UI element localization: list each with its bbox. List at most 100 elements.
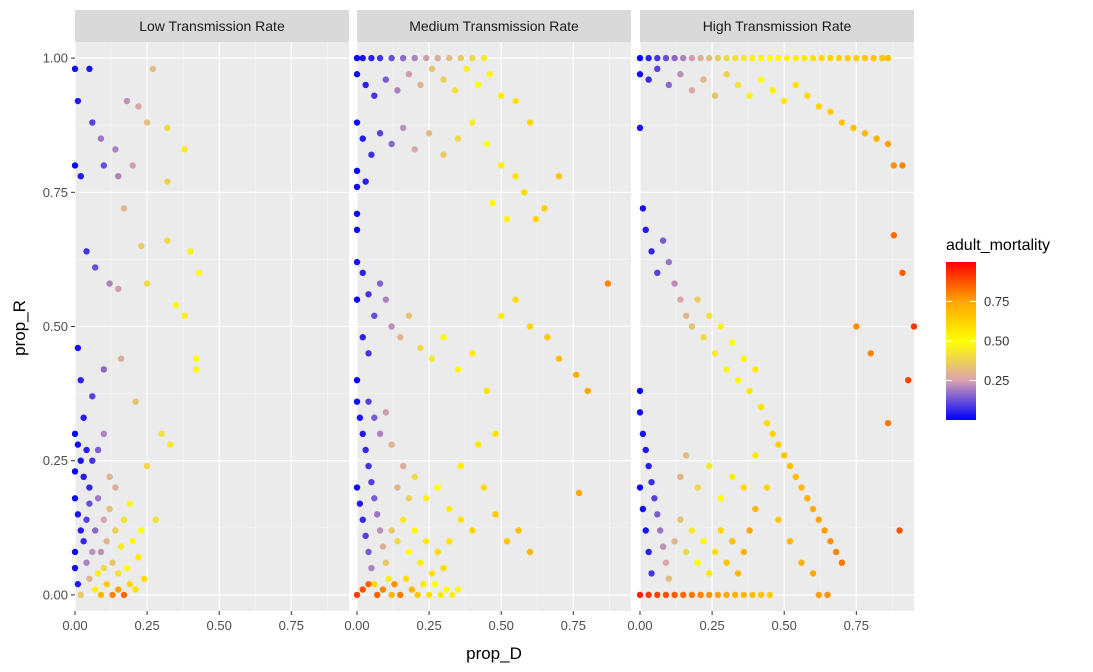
data-point [746,387,753,395]
data-point [899,269,906,277]
data-point [804,92,811,99]
data-point [353,167,361,175]
data-point [636,71,644,78]
data-point [749,54,756,62]
data-point [86,500,93,507]
data-point [503,538,511,545]
data-point [391,580,398,588]
data-point [838,119,846,126]
data-point [792,54,799,62]
data-point [498,92,505,99]
data-point [832,548,840,556]
data-point [399,462,407,470]
data-point [80,538,87,545]
data-point [636,591,644,599]
data-point [809,570,817,577]
data-point [651,495,658,502]
x-tick-label: 0.25 [134,618,159,633]
data-point [106,473,113,481]
data-point [723,591,730,599]
data-point [700,334,707,341]
data-point [91,264,99,271]
data-point [362,81,369,89]
data-point [382,296,390,303]
data-point [388,591,395,599]
data-point [443,586,450,593]
data-point [555,355,563,362]
data-point [677,71,684,78]
data-point [809,54,817,62]
data-point [740,355,748,362]
data-point [440,76,447,83]
data-point [362,446,369,454]
data-point [740,548,748,556]
data-point [792,81,799,89]
data-point [671,591,678,599]
x-tick-label: 0.50 [207,618,232,633]
data-point [804,495,811,502]
data-point [671,280,678,287]
data-point [714,54,722,62]
data-point [853,54,860,62]
data-point [86,575,93,582]
data-point [446,505,453,513]
data-point [786,538,794,545]
data-point [700,538,707,545]
y-tick-label: 0.25 [43,453,68,468]
data-point [769,87,776,94]
data-point [694,296,701,303]
data-point [80,414,87,421]
data-point [861,130,869,137]
data-point [694,484,701,491]
data-point [115,172,122,180]
data-point [371,414,378,421]
data-point [723,366,730,373]
data-point [700,76,707,83]
data-point [74,97,82,105]
data-point [749,591,756,599]
data-point [498,312,505,319]
data-point [379,543,387,550]
data-point [143,280,151,287]
data-point [368,54,375,62]
x-tick-label: 0.75 [279,618,304,633]
data-point [405,548,413,556]
data-point [740,484,748,491]
data-point [861,54,869,62]
data-point [382,76,390,83]
data-point [884,419,892,427]
data-point [94,446,102,454]
data-point [682,548,690,556]
data-point [775,441,782,448]
data-point [671,54,678,62]
legend-ticks: 0.25 0.50 0.75 [946,294,1009,388]
data-point [362,178,369,185]
data-point [423,538,430,545]
data-point [492,430,499,438]
data-point [815,516,823,523]
data-point [83,559,90,566]
data-point [353,119,361,126]
data-point [94,495,102,502]
facet-strip-label: Medium Transmission Rate [409,18,579,34]
data-point [896,527,903,534]
data-point [423,495,430,502]
data-point [454,586,462,593]
data-point [688,591,696,599]
data-point [115,285,122,293]
data-point [388,441,395,448]
data-point [792,473,799,481]
data-point [428,65,436,73]
data-point [645,462,652,470]
data-point [648,478,655,486]
data-point [399,54,407,62]
data-point [457,54,465,62]
data-point [388,323,395,330]
data-point [411,146,418,153]
y-axis: 0.00 0.25 0.50 0.75 1.00 [43,51,75,602]
data-point [397,334,404,341]
data-point [425,130,433,137]
data-point [356,500,364,507]
data-point [365,580,372,588]
data-point [763,419,771,427]
